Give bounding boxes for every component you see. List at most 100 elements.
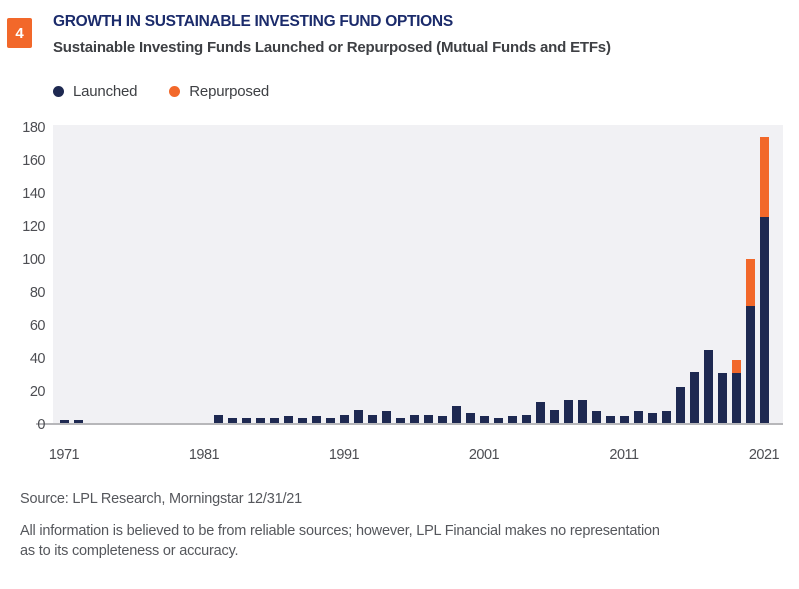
- x-tick-label: 1991: [328, 447, 360, 463]
- bar-segment-launched: [577, 399, 587, 423]
- bar-stack: [381, 411, 391, 423]
- bar-stack: [451, 406, 461, 423]
- bar-stack: [479, 416, 489, 423]
- source-line: Source: LPL Research, Morningstar 12/31/…: [20, 491, 303, 507]
- bar-segment-launched: [367, 414, 377, 423]
- y-tick-label: 120: [22, 218, 45, 235]
- legend-item-launched: Launched: [53, 83, 137, 100]
- bar-stack: [661, 411, 671, 423]
- bar-stack: [493, 418, 503, 423]
- y-tick-label: 100: [22, 251, 45, 268]
- bar-segment-launched: [647, 413, 657, 423]
- bar-segment-launched: [297, 418, 307, 423]
- y-tick-label: 180: [22, 119, 45, 136]
- bar-segment-launched: [759, 216, 769, 423]
- bar-segment-repurposed: [745, 259, 755, 306]
- bar-stack: [675, 386, 685, 423]
- bar-segment-launched: [717, 373, 727, 423]
- figure-number-badge: 4: [7, 18, 32, 48]
- x-axis-line: [36, 423, 783, 425]
- bar-segment-launched: [591, 411, 601, 423]
- y-tick-label: 60: [29, 317, 46, 334]
- y-tick-label: 20: [29, 383, 46, 400]
- x-tick-label: 2021: [748, 447, 780, 463]
- bar-segment-launched: [465, 413, 475, 423]
- bar-stack: [339, 414, 349, 423]
- bar-stack: [633, 411, 643, 423]
- bar-stack: [563, 399, 573, 423]
- bar-segment-launched: [325, 418, 335, 423]
- bar-stack: [395, 418, 405, 423]
- legend-item-repurposed: Repurposed: [169, 83, 269, 100]
- bar-stack: [325, 418, 335, 423]
- bar-stack: [227, 418, 237, 423]
- bar-stack: [521, 414, 531, 423]
- launched-swatch-icon: [53, 86, 64, 97]
- bar-segment-launched: [255, 418, 265, 423]
- bar-segment-launched: [689, 371, 699, 423]
- bar-stack: [59, 419, 69, 423]
- bar-segment-launched: [451, 406, 461, 423]
- bar-segment-launched: [283, 416, 293, 423]
- repurposed-swatch-icon: [169, 86, 181, 97]
- bar-segment-repurposed: [759, 137, 769, 217]
- bar-stack: [73, 419, 83, 423]
- bar-segment-repurposed: [731, 360, 741, 374]
- bar-stack: [311, 416, 321, 423]
- bar-segment-launched: [73, 419, 83, 423]
- x-tick-label: 1971: [48, 447, 80, 463]
- disclaimer-text: All information is believed to be from r…: [20, 522, 660, 561]
- bar-stack: [269, 418, 279, 423]
- bar-stack: [689, 371, 699, 423]
- bar-stack: [465, 413, 475, 423]
- bar-segment-launched: [395, 418, 405, 423]
- y-tick-label: 40: [29, 350, 46, 367]
- bar-segment-launched: [521, 414, 531, 423]
- bar-stack: [507, 416, 517, 423]
- bar-stack: [297, 418, 307, 423]
- bar-stack: [367, 414, 377, 423]
- bar-segment-launched: [437, 416, 447, 423]
- bar-stack: [283, 416, 293, 423]
- legend-label-launched: Launched: [73, 83, 138, 100]
- bar-segment-launched: [409, 414, 419, 423]
- y-tick-label: 0: [37, 417, 45, 433]
- bar-segment-launched: [731, 373, 741, 423]
- bar-stack: [241, 418, 251, 423]
- bar-segment-launched: [661, 411, 671, 423]
- y-tick-label: 140: [22, 185, 45, 202]
- bar-segment-launched: [703, 350, 713, 423]
- bar-segment-launched: [619, 416, 629, 423]
- bar-segment-launched: [535, 401, 545, 423]
- bar-stack: [423, 414, 433, 423]
- legend: Launched Repurposed: [53, 83, 269, 100]
- legend-label-repurposed: Repurposed: [189, 83, 270, 100]
- bar-stack: [647, 413, 657, 423]
- bar-segment-launched: [339, 414, 349, 423]
- y-tick-label: 160: [22, 152, 45, 169]
- bar-stack: [255, 418, 265, 423]
- chart-subtitle: Sustainable Investing Funds Launched or …: [53, 39, 611, 56]
- y-tick-label: 80: [29, 284, 46, 301]
- bar-segment-launched: [213, 414, 223, 423]
- bar-segment-launched: [269, 418, 279, 423]
- bar-stack: [605, 416, 615, 423]
- bar-segment-launched: [227, 418, 237, 423]
- bar-segment-launched: [493, 418, 503, 423]
- bar-stack: [577, 399, 587, 423]
- bar-stack: [745, 259, 755, 423]
- bar-stack: [759, 137, 769, 423]
- x-tick-label: 2001: [468, 447, 500, 463]
- bar-segment-launched: [745, 305, 755, 423]
- disclaimer-line-2: as to its completeness or accuracy.: [20, 542, 239, 559]
- bar-segment-launched: [353, 409, 363, 423]
- bar-stack: [409, 414, 419, 423]
- bar-segment-launched: [507, 416, 517, 423]
- bar-segment-launched: [605, 416, 615, 423]
- bar-segment-launched: [633, 411, 643, 423]
- bar-stack: [591, 411, 601, 423]
- bar-segment-launched: [675, 386, 685, 423]
- bar-segment-launched: [563, 399, 573, 423]
- bar-segment-launched: [549, 409, 559, 423]
